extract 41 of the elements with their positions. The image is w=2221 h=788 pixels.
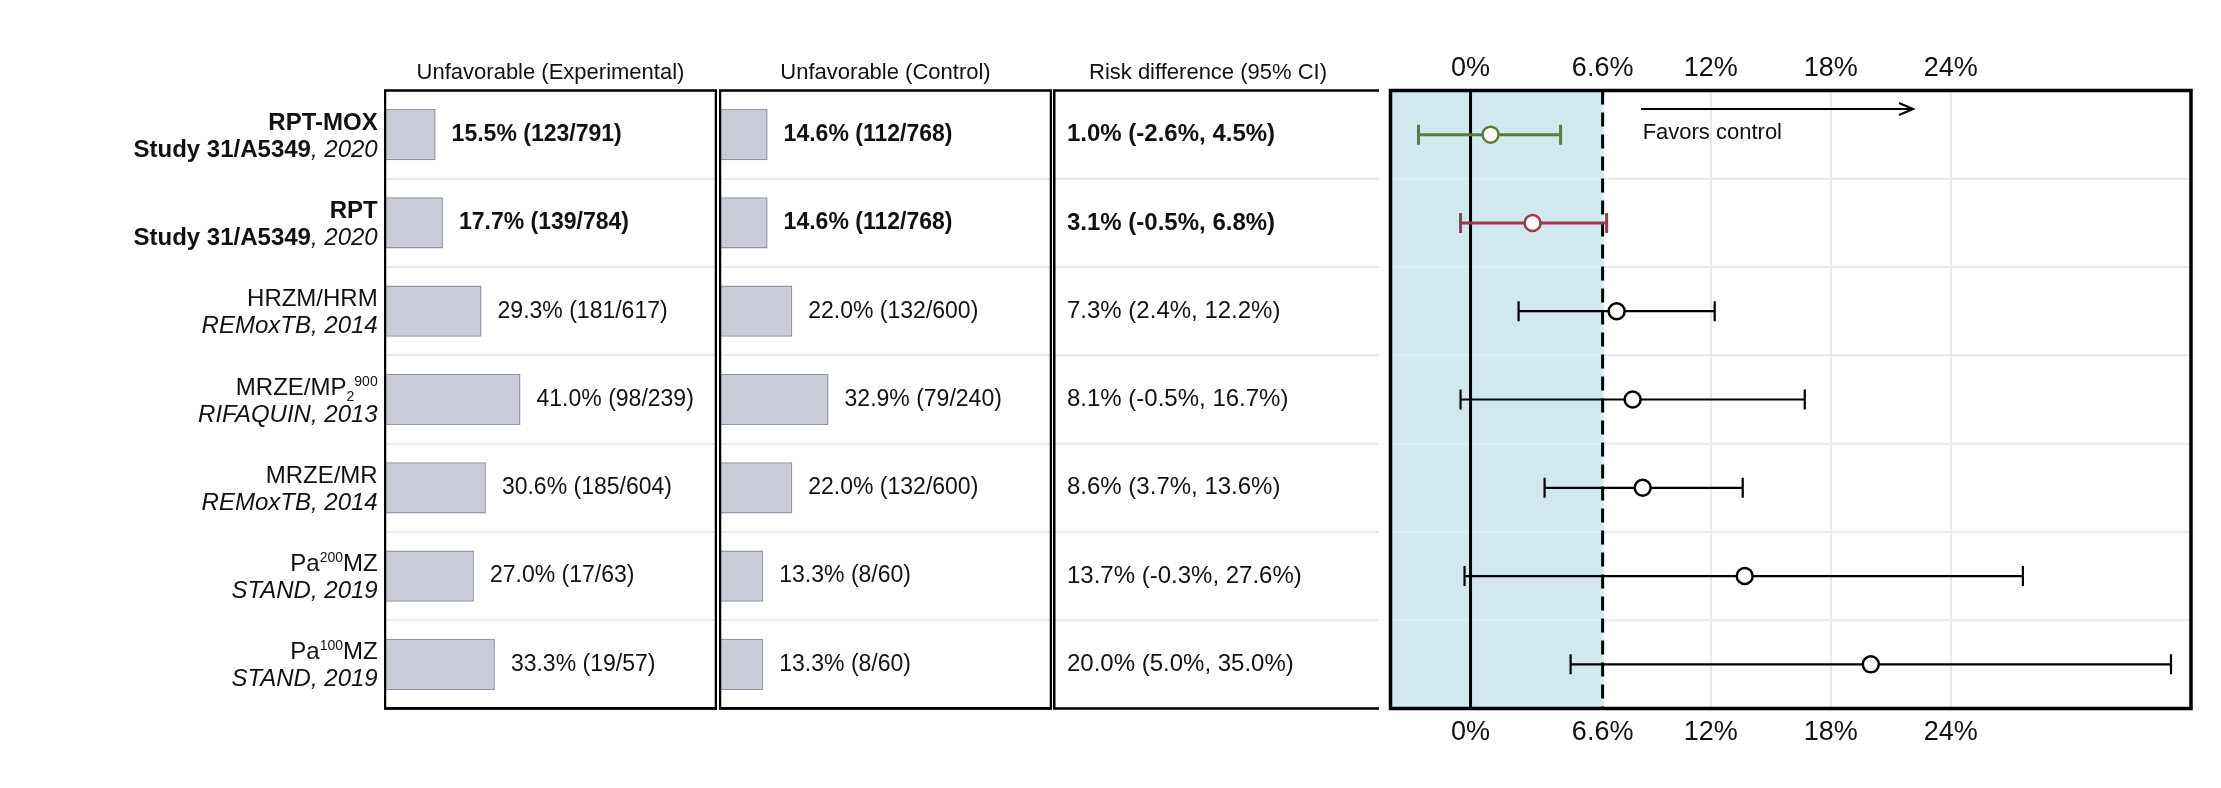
chart-title: Unfavorable (Experimental) xyxy=(416,58,685,84)
y-tick-label: RPT-MOX Study 31/A5349, 2020 xyxy=(133,107,378,162)
x-tick-label: 12% xyxy=(1683,716,1738,747)
data-label: 32.9% (79/240) xyxy=(844,384,1002,411)
x-tick-label: 0% xyxy=(1451,716,1491,747)
data-label: 22.0% (132/600) xyxy=(808,296,979,323)
data-label: 29.3% (181/617) xyxy=(497,296,668,323)
y-tick-label: RPT Study 31/A5349, 2020 xyxy=(133,195,378,250)
data-label: 14.6% (112/768) xyxy=(783,208,953,235)
x-tick-label: 18% xyxy=(1803,716,1858,747)
x2-tick-label: 24% xyxy=(1923,51,1978,82)
y-tick-label: Pa$^{200}$MZ STAND, 2019 xyxy=(231,549,378,604)
data-label: 27.0% (17/63) xyxy=(489,561,635,588)
text: 7.3% (2.4%, 12.2%) xyxy=(1067,295,1281,323)
x-tick-label: 6.6% xyxy=(1571,716,1634,747)
text: 8.6% (3.7%, 13.6%) xyxy=(1067,472,1281,500)
data-label: 15.5% (123/791) xyxy=(451,119,622,146)
data-label: 13.3% (8/60) xyxy=(779,561,911,588)
data-label: 17.7% (139/784) xyxy=(458,208,629,235)
data-label: 33.3% (19/57) xyxy=(510,649,656,676)
data-label: 30.6% (185/604) xyxy=(501,473,672,500)
chart-title: Unfavorable (Control) xyxy=(780,58,991,84)
y-tick-label: MRZE/MR REMoxTB, 2014 xyxy=(201,460,378,515)
x2-tick-label: 6.6% xyxy=(1571,51,1634,82)
data-label: 22.0% (132/600) xyxy=(808,473,979,500)
y-tick-label: Pa$^{100}$MZ STAND, 2019 xyxy=(231,637,378,692)
annotation: Favors control xyxy=(1642,118,1783,144)
x2-tick-label: 0% xyxy=(1451,51,1491,82)
x-tick-label: 24% xyxy=(1923,716,1978,747)
text: Risk difference (95% CI) xyxy=(1089,58,1328,84)
y-tick-label: HRZM/HRM REMoxTB, 2014 xyxy=(201,284,378,339)
text: 1.0% (-2.6%, 4.5%) xyxy=(1067,119,1276,147)
x2-tick-label: 18% xyxy=(1803,51,1858,82)
x2-tick-label: 12% xyxy=(1683,51,1738,82)
data-label: 41.0% (98/239) xyxy=(536,384,694,411)
data-label: 14.6% (112/768) xyxy=(783,119,953,146)
data-label: 13.3% (8/60) xyxy=(779,649,911,676)
text: 3.1% (-0.5%, 6.8%) xyxy=(1067,207,1276,235)
text: 20.0% (5.0%, 35.0%) xyxy=(1067,648,1294,676)
text: 13.7% (-0.3%, 27.6%) xyxy=(1067,560,1302,588)
text: 8.1% (-0.5%, 16.7%) xyxy=(1067,384,1289,412)
